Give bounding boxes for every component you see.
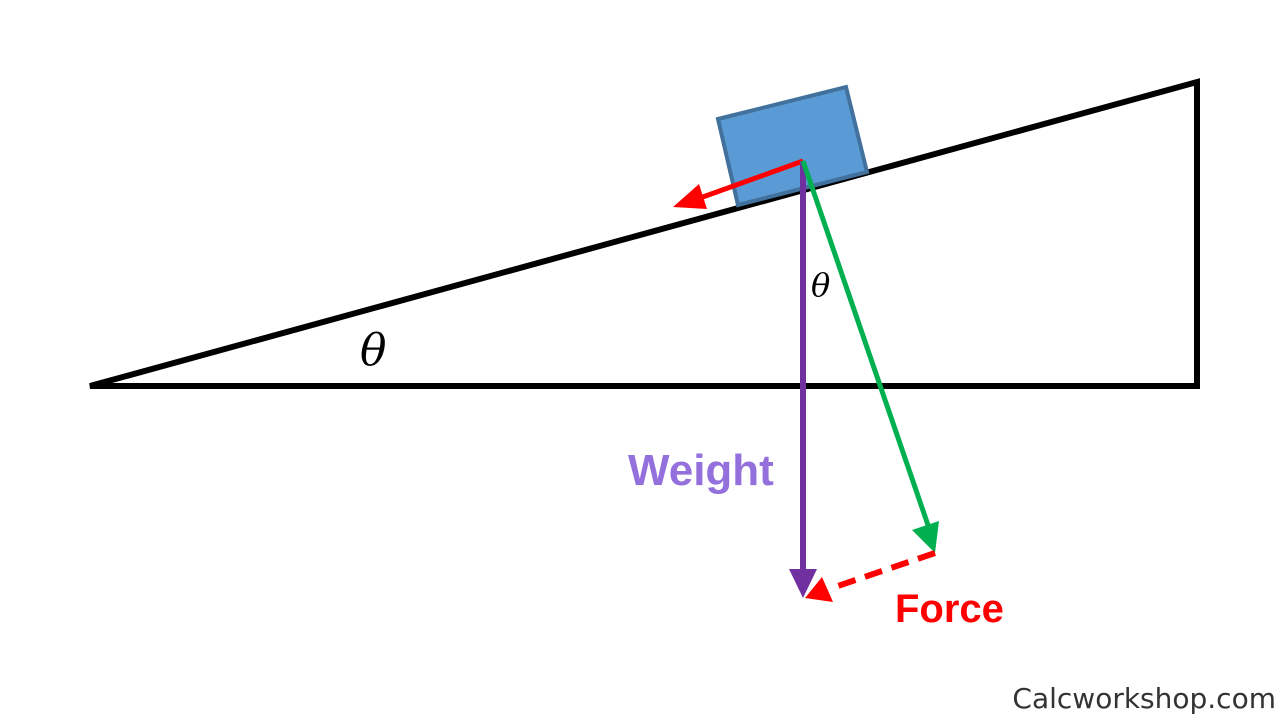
- vector-angle-label: θ: [811, 266, 830, 304]
- force-dashed-arrow: [831, 550, 936, 591]
- normal-component-arrow: [800, 160, 932, 529]
- force-label: Force: [895, 587, 1004, 631]
- parallel-force-arrow: [699, 158, 804, 201]
- normal-arrowhead: [912, 521, 939, 553]
- block: [715, 84, 870, 208]
- incline-angle-label: θ: [360, 325, 387, 376]
- parallel-arrowhead: [673, 184, 707, 209]
- watermark: Calcworkshop.com: [1012, 682, 1276, 715]
- force-arrowhead: [805, 577, 833, 602]
- weight-label: Weight: [628, 446, 774, 495]
- weight-arrowhead: [789, 569, 817, 598]
- incline-triangle: [89, 78, 1200, 389]
